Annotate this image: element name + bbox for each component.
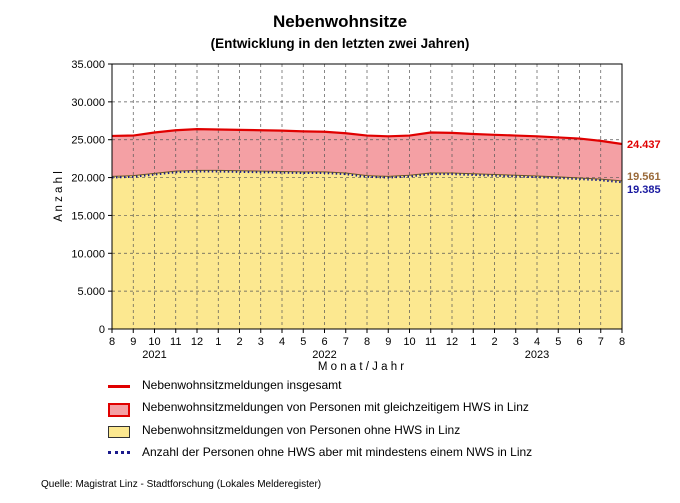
x-tick-label: 7 [343,336,349,348]
legend-label-with-hws: Nebenwohnsitzmeldungen von Personen mit … [142,400,529,414]
y-tick-label: 20.000 [71,173,105,185]
year-label: 2021 [142,349,166,361]
x-tick-label: 5 [555,336,561,348]
legend-swatch-persons-dotted [108,451,130,454]
x-tick-label: 2 [491,336,497,348]
legend-label-total: Nebenwohnsitzmeldungen insgesamt [142,378,342,392]
x-tick-label: 12 [191,336,203,348]
y-tick-label: 25.000 [71,135,105,147]
y-tick-label: 5.000 [77,286,105,298]
legend-swatch-with-hws [108,403,130,417]
x-tick-label: 10 [148,336,160,348]
x-tick-label: 12 [446,336,458,348]
end-value-label: 19.385 [627,184,661,196]
y-axis-title: A n z a h l [53,171,65,222]
y-tick-label: 15.000 [71,210,105,222]
x-tick-label: 9 [385,336,391,348]
year-label: 2023 [525,349,549,361]
end-value-label: 19.561 [627,171,661,183]
legend-label-persons: Anzahl der Personen ohne HWS aber mit mi… [142,445,533,459]
x-tick-label: 1 [215,336,221,348]
line-total [111,128,623,146]
x-tick-label: 10 [403,336,415,348]
x-tick-label: 11 [425,336,436,348]
year-label: 2022 [312,349,336,361]
end-value-label: 24.437 [627,139,661,151]
x-tick-label: 2 [236,336,242,348]
x-tick-label: 3 [513,336,519,348]
area-chart: 0 5.000 10.000 15.000 20.000 25.000 30.000 35.0… [53,59,661,373]
line-persons-dotted [111,170,623,184]
x-tick-label: 6 [576,336,582,348]
x-tick-label: 8 [364,336,370,348]
y-tick-label: 10.000 [71,248,105,260]
y-tick-label: 30.000 [71,97,105,109]
legend-swatch-total-line [108,385,130,388]
x-tick-label: 4 [534,336,540,348]
y-tick-label: 0 [99,324,105,336]
y-tick-label: 35.000 [71,59,105,71]
line-without-hws [111,169,623,182]
legend-swatch-without-hws [108,426,130,438]
x-tick-label: 8 [619,336,625,348]
x-tick-label: 8 [109,336,115,348]
x-tick-label: 6 [321,336,327,348]
x-tick-label: 11 [170,336,181,348]
x-tick-label: 9 [130,336,136,348]
source-note: Quelle: Magistrat Linz - Stadtforschung … [41,479,322,490]
x-tick-label: 3 [258,336,264,348]
chart-subtitle: (Entwicklung in den letzten zwei Jahren) [210,36,470,51]
x-tick-label: 4 [279,336,285,348]
x-tick-label: 5 [300,336,306,348]
x-axis-title: M o n a t / J a h r [318,361,404,373]
x-tick-label: 7 [598,336,604,348]
x-tick-label: 1 [470,336,476,348]
legend-label-without-hws: Nebenwohnsitzmeldungen von Personen ohne… [142,423,461,437]
chart-title: Nebenwohnsitze [272,12,408,31]
